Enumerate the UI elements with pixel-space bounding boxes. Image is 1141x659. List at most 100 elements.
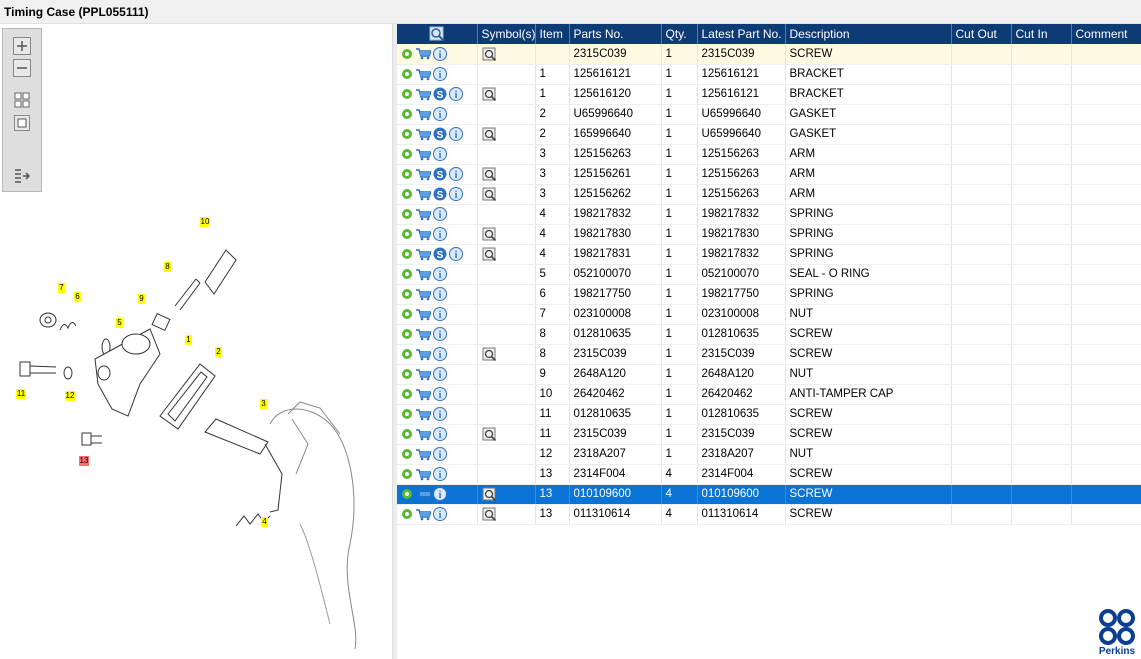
table-row[interactable]: i 1 125616121 1 125616121 BRACKET <box>397 64 1141 85</box>
gear-icon[interactable] <box>401 328 413 340</box>
diagram-callout[interactable]: 2 <box>215 347 222 357</box>
gear-icon[interactable] <box>401 248 413 260</box>
cart-icon[interactable] <box>415 368 431 381</box>
table-row[interactable]: i 3 125156263 1 125156263 ARM <box>397 144 1141 165</box>
info-icon[interactable]: i <box>433 427 447 441</box>
table-row[interactable]: i 2 U65996640 1 U65996640 GASKET <box>397 104 1141 125</box>
column-header-cut-out[interactable]: Cut Out <box>951 24 1012 44</box>
cart-icon[interactable] <box>415 508 431 521</box>
info-icon[interactable]: i <box>433 207 447 221</box>
table-row[interactable]: i 5 052100070 1 052100070 SEAL - O RING <box>397 264 1141 285</box>
column-header-item[interactable]: Item <box>535 24 570 44</box>
gear-icon[interactable] <box>401 428 413 440</box>
table-row[interactable]: i 9 2648A120 1 2648A120 NUT <box>397 364 1141 385</box>
supersession-icon[interactable]: S <box>433 247 447 261</box>
gear-icon[interactable] <box>401 508 413 520</box>
cart-icon[interactable] <box>415 348 431 361</box>
table-row[interactable]: i 12 2318A207 1 2318A207 NUT <box>397 444 1141 465</box>
info-icon[interactable]: i <box>449 187 463 201</box>
gear-icon[interactable] <box>401 128 413 140</box>
diagram-callout[interactable]: 9 <box>138 294 145 304</box>
gear-icon[interactable] <box>401 48 413 60</box>
diagram-callout[interactable]: 3 <box>260 399 267 409</box>
cart-icon[interactable] <box>415 128 431 141</box>
table-row[interactable]: i 13 010109600 4 010109600 SCREW <box>397 484 1141 505</box>
info-icon[interactable]: i <box>433 107 447 121</box>
symbol-view-icon[interactable] <box>482 247 498 261</box>
magnifier-icon[interactable] <box>429 26 445 42</box>
table-row[interactable]: i 13 011310614 4 011310614 SCREW <box>397 504 1141 525</box>
info-icon[interactable]: i <box>433 46 447 61</box>
gear-icon[interactable] <box>401 88 413 100</box>
info-icon[interactable]: i <box>449 87 463 101</box>
cart-icon[interactable] <box>415 328 431 341</box>
cart-icon[interactable] <box>415 88 431 101</box>
column-header-tools[interactable] <box>397 24 478 44</box>
info-icon[interactable]: i <box>433 447 447 461</box>
supersession-icon[interactable]: S <box>433 127 447 141</box>
symbol-view-icon[interactable] <box>482 227 498 241</box>
info-icon[interactable]: i <box>433 327 447 341</box>
gear-icon[interactable] <box>401 208 413 220</box>
info-icon[interactable]: i <box>449 167 463 181</box>
symbol-view-icon[interactable] <box>482 187 498 201</box>
info-icon[interactable]: i <box>449 247 463 261</box>
table-row[interactable]: i 2315C039 1 2315C039 SCREW <box>397 44 1141 65</box>
gear-icon[interactable] <box>401 108 413 120</box>
diagram-callout[interactable]: 1 <box>185 335 192 345</box>
cart-icon[interactable] <box>415 108 431 121</box>
symbol-view-icon[interactable] <box>482 427 498 441</box>
cart-icon[interactable] <box>415 148 431 161</box>
info-icon[interactable]: i <box>433 227 447 241</box>
info-icon[interactable]: i <box>433 67 447 81</box>
actual-size-icon[interactable] <box>13 114 31 132</box>
cart-icon[interactable] <box>415 208 431 221</box>
gear-icon[interactable] <box>401 268 413 280</box>
cart-icon[interactable] <box>415 268 431 281</box>
gear-icon[interactable] <box>401 448 413 460</box>
column-header-symbols[interactable]: Symbol(s) <box>477 24 536 44</box>
supersession-icon[interactable]: S <box>433 87 447 101</box>
cart-icon[interactable] <box>415 408 431 421</box>
gear-icon[interactable] <box>401 148 413 160</box>
cart-icon[interactable] <box>415 428 431 441</box>
info-icon[interactable]: i <box>433 347 447 361</box>
cart-icon[interactable] <box>415 168 431 181</box>
info-icon[interactable]: i <box>433 287 447 301</box>
symbol-view-icon[interactable] <box>482 507 498 521</box>
cart-icon[interactable] <box>415 228 431 241</box>
gear-icon[interactable] <box>401 68 413 80</box>
symbol-view-icon[interactable] <box>482 127 498 141</box>
gear-icon[interactable] <box>401 188 413 200</box>
info-icon[interactable]: i <box>433 407 447 421</box>
cart-icon[interactable] <box>415 448 431 461</box>
diagram-callout[interactable]: 8 <box>164 262 171 272</box>
column-header-comment[interactable]: Comment <box>1071 24 1141 44</box>
supersession-icon[interactable]: S <box>433 167 447 181</box>
gear-icon[interactable] <box>401 168 413 180</box>
table-row[interactable]: i 8 012810635 1 012810635 SCREW <box>397 324 1141 345</box>
zoom-in-icon[interactable] <box>13 37 31 55</box>
table-row[interactable]: i 13 2314F004 4 2314F004 SCREW <box>397 464 1141 485</box>
diagram-callout[interactable]: 7 <box>58 283 65 293</box>
diagram-callout[interactable]: 11 <box>16 389 26 399</box>
gear-icon[interactable] <box>401 228 413 240</box>
info-icon[interactable]: i <box>433 367 447 381</box>
info-icon[interactable]: i <box>433 147 447 161</box>
info-icon[interactable]: i <box>433 267 447 281</box>
pane-splitter[interactable] <box>392 24 397 659</box>
cart-icon[interactable] <box>415 248 431 261</box>
cart-icon[interactable] <box>415 47 431 60</box>
export-list-icon[interactable] <box>13 167 31 185</box>
symbol-view-icon[interactable] <box>482 347 498 361</box>
supersession-icon[interactable]: S <box>433 187 447 201</box>
cart-icon[interactable] <box>415 308 431 321</box>
symbol-view-icon[interactable] <box>482 87 498 101</box>
gear-icon[interactable] <box>401 348 413 360</box>
cart-icon[interactable] <box>415 188 431 201</box>
